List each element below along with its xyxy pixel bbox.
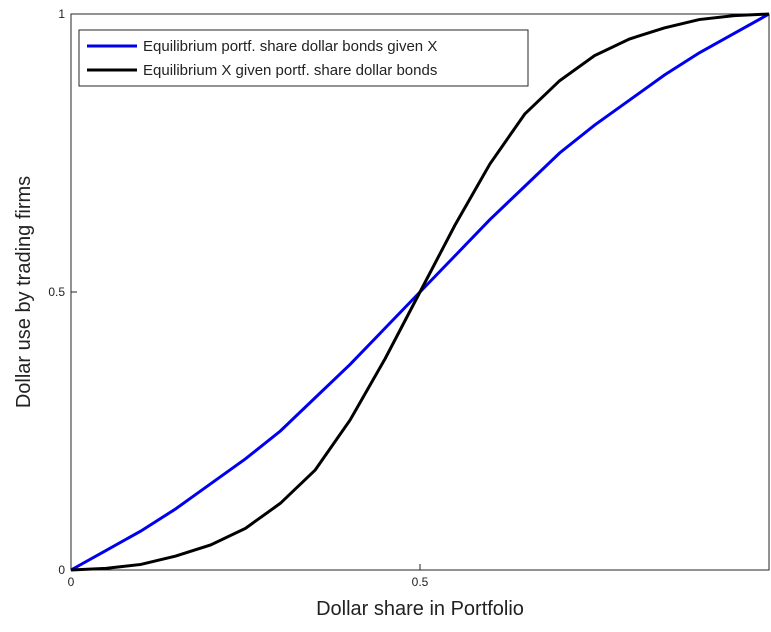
x-axis-label: Dollar share in Portfolio (316, 598, 524, 620)
legend-label: Equilibrium portf. share dollar bonds gi… (143, 38, 437, 55)
series-line (70, 12, 770, 572)
y-axis-label: Dollar use by trading firms (13, 176, 35, 408)
y-tick-label: 0.5 (48, 285, 65, 299)
legend-box (78, 29, 529, 87)
x-tick-label: 0 (68, 575, 75, 589)
legend-label: Equilibrium X given portf. share dollar … (143, 62, 437, 79)
x-tick-label: 0.5 (412, 575, 429, 589)
y-tick-label: 1 (58, 7, 65, 21)
y-tick-label: 0 (58, 563, 65, 577)
